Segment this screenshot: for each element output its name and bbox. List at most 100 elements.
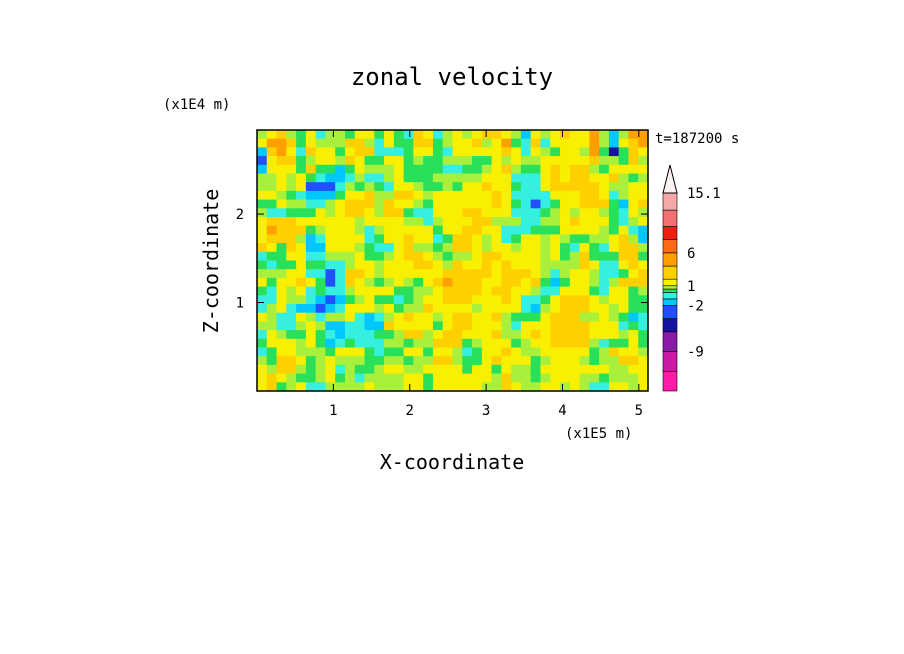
- heatmap-cell: [491, 312, 502, 322]
- heatmap-cell: [599, 260, 610, 270]
- heatmap-cell: [530, 373, 542, 383]
- heatmap-cell: [384, 356, 395, 366]
- heatmap-cell: [589, 338, 600, 349]
- heatmap-cell: [315, 173, 327, 183]
- heatmap-cell: [315, 190, 327, 201]
- heatmap-cell: [452, 234, 463, 244]
- heatmap-cell: [403, 217, 415, 227]
- heatmap-cell: [511, 182, 522, 192]
- heatmap-cell: [589, 190, 600, 201]
- heatmap-cell: [335, 277, 346, 288]
- heatmap-cell: [560, 356, 571, 366]
- heatmap-cell: [325, 277, 336, 288]
- heatmap-cell: [638, 321, 649, 331]
- heatmap-cell: [442, 182, 454, 192]
- heatmap-cell: [442, 147, 454, 157]
- colorbar-label: -9: [687, 345, 704, 361]
- heatmap-cell: [315, 243, 327, 253]
- heatmap-cell: [344, 295, 356, 305]
- heatmap-cell: [618, 138, 630, 148]
- heatmap-cell: [579, 234, 590, 244]
- heatmap-cell: [452, 347, 463, 357]
- heatmap-cell: [374, 277, 385, 288]
- heatmap-cell: [638, 147, 649, 157]
- heatmap-cell: [296, 373, 307, 383]
- heatmap-cell: [589, 269, 600, 279]
- heatmap-cell: [481, 243, 493, 253]
- heatmap-cell: [462, 260, 473, 270]
- heatmap-cell: [305, 164, 317, 175]
- heatmap-cell: [286, 373, 297, 383]
- heatmap-cell: [257, 182, 268, 192]
- heatmap-cell: [481, 382, 493, 392]
- heatmap-cell: [413, 356, 424, 366]
- heatmap-cell: [442, 208, 454, 218]
- heatmap-cell: [638, 347, 649, 357]
- heatmap-cell: [579, 269, 590, 279]
- colorbar-label: -2: [687, 298, 704, 314]
- heatmap-cell: [560, 234, 571, 244]
- heatmap-cell: [608, 164, 620, 175]
- heatmap-cell: [472, 138, 483, 148]
- heatmap-cell: [403, 321, 415, 331]
- heatmap-cell: [393, 156, 405, 166]
- heatmap-cell: [364, 373, 375, 383]
- heatmap-cell: [374, 138, 385, 148]
- heatmap-cell: [442, 199, 454, 209]
- chart-title: zonal velocity: [351, 63, 553, 91]
- heatmap-cell: [452, 138, 463, 148]
- heatmap-cell: [423, 182, 434, 192]
- heatmap-cell: [276, 243, 287, 253]
- heatmap-cell: [530, 338, 542, 349]
- heatmap-cell: [481, 199, 493, 209]
- heatmap-cell: [472, 147, 483, 157]
- heatmap-cell: [423, 330, 434, 340]
- heatmap-cell: [266, 164, 278, 175]
- heatmap-cell: [354, 356, 366, 366]
- heatmap-cell: [462, 190, 473, 201]
- heatmap-cell: [315, 147, 327, 157]
- heatmap-cell: [296, 199, 307, 209]
- heatmap-cell: [442, 217, 454, 227]
- heatmap-cell: [374, 373, 385, 383]
- colorbar-label: 1: [687, 279, 695, 295]
- heatmap-cell: [638, 138, 649, 148]
- heatmap-cell: [628, 138, 639, 148]
- heatmap-cell: [442, 373, 454, 383]
- heatmap-cell: [579, 138, 590, 148]
- heatmap-cell: [628, 321, 639, 331]
- heatmap-cell: [491, 304, 502, 314]
- heatmap-cell: [638, 208, 649, 218]
- heatmap-cell: [530, 182, 542, 192]
- heatmap-cell: [432, 156, 444, 166]
- heatmap-cell: [472, 130, 483, 140]
- heatmap-cell: [315, 138, 327, 148]
- heatmap-cell: [550, 364, 561, 375]
- heatmap-cell: [413, 286, 424, 296]
- heatmap-cell: [286, 173, 297, 183]
- heatmap-cell: [286, 269, 297, 279]
- heatmap-cell: [481, 347, 493, 357]
- heatmap-cell: [442, 356, 454, 366]
- heatmap-cell: [335, 338, 346, 349]
- heatmap-cell: [452, 243, 463, 253]
- heatmap-cell: [638, 382, 649, 392]
- heatmap-cell: [569, 190, 581, 201]
- heatmap-cell: [296, 330, 307, 340]
- heatmap-cell: [354, 338, 366, 349]
- heatmap-cell: [344, 164, 356, 175]
- heatmap-cell: [423, 338, 434, 349]
- heatmap-cell: [413, 382, 424, 392]
- heatmap-cell: [599, 277, 610, 288]
- heatmap-cell: [344, 190, 356, 201]
- heatmap-cell: [638, 373, 649, 383]
- heatmap-cell: [257, 330, 268, 340]
- heatmap-cell: [403, 156, 415, 166]
- heatmap-cell: [364, 277, 375, 288]
- heatmap-cell: [325, 234, 336, 244]
- heatmap-cell: [384, 225, 395, 235]
- heatmap-cell: [276, 373, 287, 383]
- heatmap-cell: [520, 208, 532, 218]
- heatmap-cell: [305, 147, 317, 157]
- heatmap-cell: [501, 330, 512, 340]
